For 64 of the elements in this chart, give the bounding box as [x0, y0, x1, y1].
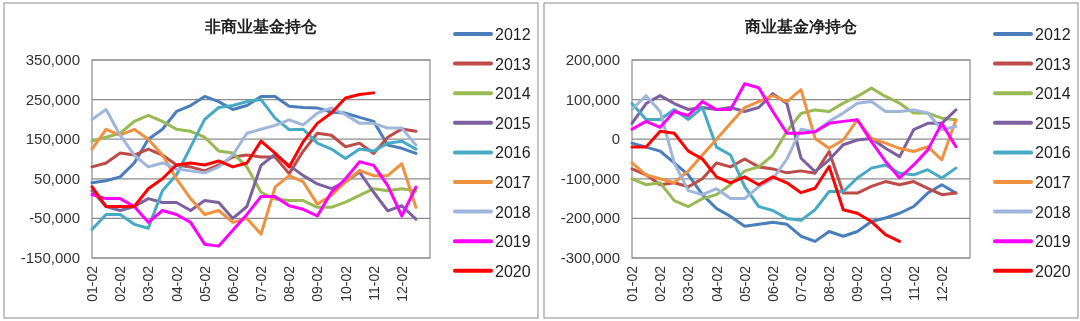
line-series	[90, 127, 418, 236]
legend-label: 2020	[495, 262, 531, 280]
x-tick-label: 08-02	[821, 265, 838, 302]
chart-title: 非商业基金持仓	[204, 18, 318, 35]
x-tick-label: 06-02	[224, 265, 241, 302]
legend-label: 2012	[1035, 26, 1071, 43]
y-tick-label: -300,000	[560, 249, 620, 266]
x-tick-label: 01-02	[624, 265, 640, 302]
x-tick-label: 02-02	[112, 265, 129, 302]
chart-title: 商业基金净持仓	[744, 18, 858, 35]
y-tick-label: -100,000	[560, 169, 620, 187]
x-tick-label: 10-02	[337, 265, 354, 302]
legend-label: 2017	[495, 174, 531, 191]
legend-label: 2019	[495, 233, 531, 251]
y-tick-label: 50,000	[34, 169, 80, 187]
legend-label: 2016	[495, 144, 531, 162]
y-tick-label: -150,000	[20, 249, 80, 266]
x-tick-label: 07-02	[793, 265, 809, 302]
x-tick-label: 08-02	[281, 265, 298, 302]
legend-label: 2016	[1035, 144, 1071, 162]
x-tick-label: 09-02	[849, 265, 866, 302]
x-tick-label: 12-02	[393, 265, 410, 302]
y-tick-label: 250,000	[25, 90, 80, 108]
y-tick-label: 200,000	[565, 51, 620, 68]
x-tick-label: 04-02	[708, 265, 725, 302]
line-series	[90, 160, 418, 248]
legend-label: 2013	[1035, 55, 1071, 73]
x-tick-label: 05-02	[736, 265, 753, 302]
legend-label: 2018	[495, 203, 531, 221]
legend-label: 2019	[1035, 233, 1071, 251]
x-tick-label: 02-02	[652, 265, 669, 302]
line-series	[630, 129, 902, 243]
x-tick-label: 12-02	[933, 265, 950, 302]
legend-label: 2014	[495, 85, 531, 103]
legend-label: 2014	[1035, 85, 1071, 103]
legend-label: 2015	[495, 114, 531, 132]
x-tick-label: 05-02	[196, 265, 213, 302]
x-tick-label: 11-02	[905, 265, 922, 301]
y-tick-label: 100,000	[565, 90, 620, 108]
y-tick-label: 150,000	[25, 130, 80, 148]
legend-label: 2012	[495, 26, 531, 43]
line-series	[90, 91, 376, 209]
x-tick-label: 04-02	[168, 265, 185, 302]
x-tick-label: 07-02	[253, 265, 269, 302]
line-series	[90, 98, 418, 231]
legend-label: 2015	[1035, 114, 1071, 132]
legend-label: 2020	[1035, 262, 1071, 280]
y-tick-label: 350,000	[25, 51, 80, 68]
x-tick-label: 03-02	[140, 265, 157, 302]
legend-label: 2018	[1035, 203, 1071, 221]
x-tick-label: 06-02	[764, 265, 781, 302]
line-series	[630, 102, 958, 222]
line-series	[630, 141, 958, 243]
x-tick-label: 10-02	[877, 265, 894, 302]
y-tick-label: -200,000	[560, 209, 620, 227]
legend-label: 2017	[1035, 174, 1071, 191]
x-tick-label: 01-02	[84, 265, 100, 302]
x-tick-label: 11-02	[365, 265, 382, 301]
x-tick-label: 09-02	[309, 265, 326, 302]
y-tick-label: 0	[611, 130, 620, 148]
line-series	[90, 106, 418, 175]
legend-label: 2013	[495, 55, 531, 73]
x-tick-label: 03-02	[680, 265, 697, 302]
y-tick-label: -50,000	[29, 209, 80, 227]
